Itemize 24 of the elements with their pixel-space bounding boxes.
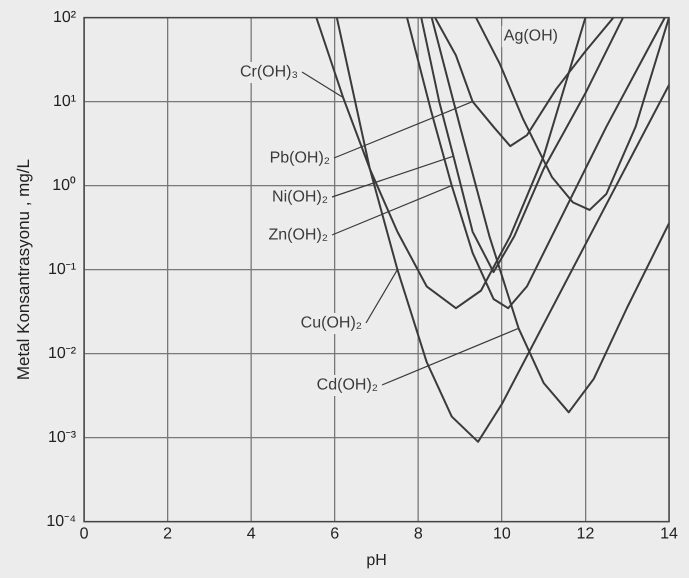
- text: Ni(OH)₂: [272, 188, 328, 206]
- y-tick-label: 10⁻³: [48, 429, 77, 446]
- x-tick-label: 0: [80, 526, 89, 543]
- text: Zn(OH)₂: [268, 226, 328, 244]
- y-tick-label: 10⁻¹: [48, 261, 76, 278]
- text: Cd(OH)₂: [316, 376, 378, 394]
- y-tick-label: 10⁻⁴: [46, 513, 76, 530]
- x-axis-title: pH: [366, 552, 387, 569]
- y-tick-label: 10²: [52, 9, 77, 26]
- x-tick-label: 2: [163, 526, 172, 543]
- y-tick-label: 10¹: [52, 93, 76, 110]
- series-label: Cr(OH)₃: [240, 63, 298, 80]
- x-tick-label: 6: [330, 526, 340, 543]
- y-tick-label: 10⁰: [52, 176, 76, 194]
- y-tick-label: 10⁻²: [48, 345, 77, 362]
- text: Pb(OH)₂: [270, 149, 330, 166]
- text: Cu(OH)₂: [300, 314, 362, 332]
- x-tick-label: 10: [492, 526, 511, 543]
- x-tick-label: 4: [246, 526, 256, 543]
- y-axis-title: Metal Konsantrasyonu , mg/L: [14, 159, 33, 380]
- x-tick-label: 8: [414, 526, 423, 543]
- x-tick-label: 12: [576, 526, 594, 543]
- x-tick-label: 14: [660, 526, 678, 543]
- series-label: Ag(OH): [504, 27, 558, 44]
